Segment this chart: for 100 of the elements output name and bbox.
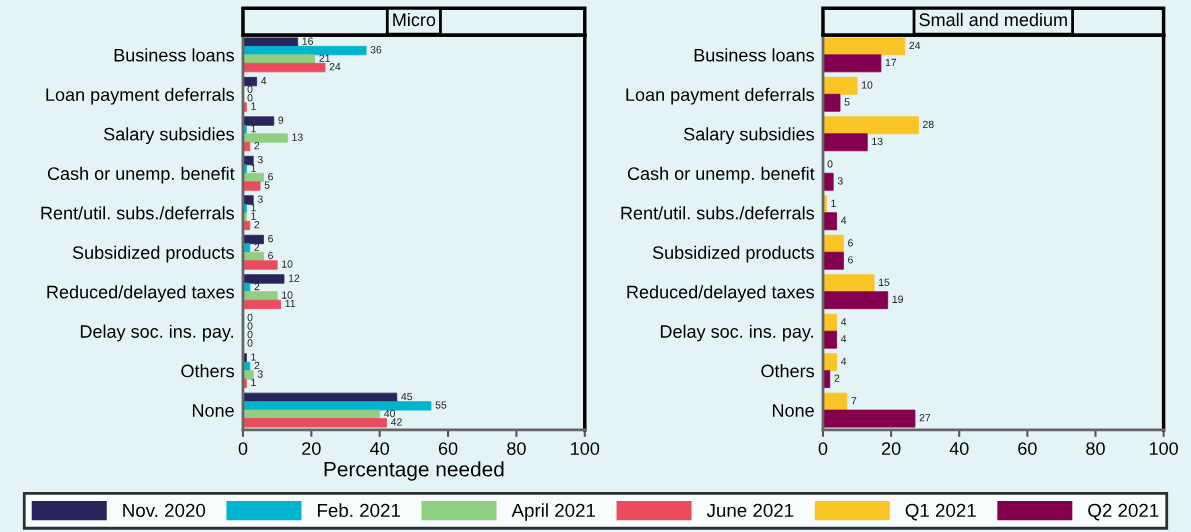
y-tick-label: Reduced/delayed taxes: [627, 285, 815, 302]
data-label: 1: [251, 102, 256, 110]
data-label: 11: [285, 299, 296, 308]
data-label: 6: [848, 239, 853, 247]
chart-title: Small and medium: [919, 12, 1067, 27]
y-tick-label: Salary subsidies: [103, 127, 234, 145]
y-tick-label: None: [772, 404, 814, 417]
chart-title: Micro: [393, 12, 436, 27]
bar: [822, 133, 868, 152]
data-label: 1: [251, 164, 256, 172]
data-label: 17: [885, 58, 897, 67]
data-label: 2: [254, 361, 260, 370]
bar: [242, 62, 326, 73]
data-label: 36: [370, 46, 382, 54]
x-tick-label: 80: [1086, 442, 1105, 455]
y-tick-label: Delay soc. ins. pay.: [660, 324, 814, 342]
data-label: 21: [319, 54, 330, 62]
bar: [822, 274, 875, 293]
bar: [242, 401, 432, 411]
data-label: 2: [834, 374, 840, 382]
data-label: 5: [844, 98, 850, 106]
bar: [822, 172, 834, 191]
data-label: 3: [257, 195, 263, 203]
bar: [242, 37, 299, 47]
data-label: 27: [919, 414, 931, 422]
data-label: 3: [257, 370, 263, 378]
y-tick-label: Subsidized products: [652, 245, 815, 263]
legend-label: Nov. 2020: [123, 503, 206, 518]
legend-label: April 2021: [511, 503, 596, 521]
bar: [242, 299, 281, 310]
x-tick-label: 80: [507, 442, 526, 455]
x-tick-label: 60: [1018, 442, 1037, 455]
data-label: 4: [841, 216, 847, 224]
data-label: 42: [390, 418, 402, 426]
x-tick-label: 20: [881, 442, 901, 455]
bar: [242, 409, 381, 420]
bar: [822, 37, 906, 56]
data-label: 2: [254, 141, 260, 150]
bar: [822, 234, 844, 253]
data-label: 4: [841, 335, 847, 343]
bar: [242, 195, 254, 205]
y-tick-label: Business loans: [694, 48, 814, 62]
data-label: 3: [837, 177, 843, 185]
data-label: 2: [254, 243, 260, 251]
bar: [242, 274, 285, 284]
legend-label: Q1 2021: [905, 503, 976, 521]
data-label: 12: [288, 274, 300, 282]
data-label: 2: [254, 220, 260, 229]
y-tick-label: Cash or unemp. benefit: [627, 166, 815, 184]
x-tick-label: 0: [238, 442, 248, 455]
bar: [242, 392, 398, 403]
data-label: 10: [282, 260, 293, 268]
x-tick-label: 60: [438, 442, 458, 455]
data-label: 0: [827, 160, 833, 168]
y-tick-label: Rent/util. subs./deferrals: [621, 206, 815, 220]
y-tick-label: Others: [761, 364, 814, 378]
data-label: 3: [257, 155, 263, 164]
bar: [242, 370, 254, 380]
data-label: 45: [401, 392, 413, 401]
x-tick-label: 20: [302, 442, 321, 455]
data-label: 24: [329, 63, 341, 71]
x-tick-label: 100: [1149, 442, 1178, 455]
data-label: 2: [254, 282, 260, 291]
data-label: 1: [251, 353, 256, 361]
y-tick-label: Salary subsidies: [684, 127, 814, 145]
data-label: 19: [892, 295, 903, 303]
data-label: 1: [251, 125, 256, 133]
bar: [822, 212, 838, 231]
data-label: 6: [268, 172, 273, 181]
data-label: 6: [268, 234, 273, 243]
data-label: 1: [251, 212, 256, 220]
data-label: 16: [302, 37, 313, 45]
x-tick-label: 100: [571, 442, 600, 455]
x-tick-label: 40: [949, 442, 969, 455]
bar: [242, 260, 278, 270]
data-label: 6: [848, 256, 853, 264]
bar: [822, 93, 841, 112]
bar: [242, 181, 261, 191]
bar: [822, 116, 919, 135]
bar: [822, 409, 916, 428]
data-label: 10: [862, 81, 873, 89]
data-label: 55: [435, 401, 447, 409]
bar: [822, 76, 858, 95]
y-tick-label: Rent/util. subs./deferrals: [41, 206, 234, 220]
y-tick-label: Delay soc. ins. pay.: [80, 324, 233, 342]
bar: [242, 418, 387, 428]
data-label: 0: [247, 330, 253, 339]
y-tick-label: Loan payment deferrals: [46, 87, 234, 105]
data-label: 0: [247, 93, 253, 102]
bar: [242, 45, 367, 56]
bar: [822, 251, 844, 270]
data-label: 40: [384, 409, 396, 418]
bar: [242, 133, 288, 143]
bar: [822, 54, 882, 73]
data-label: 10: [282, 291, 293, 299]
bar: [242, 54, 316, 64]
y-tick-label: Business loans: [114, 48, 234, 62]
data-label: 9: [278, 116, 284, 124]
data-label: 5: [264, 181, 270, 189]
bar: [822, 330, 838, 349]
